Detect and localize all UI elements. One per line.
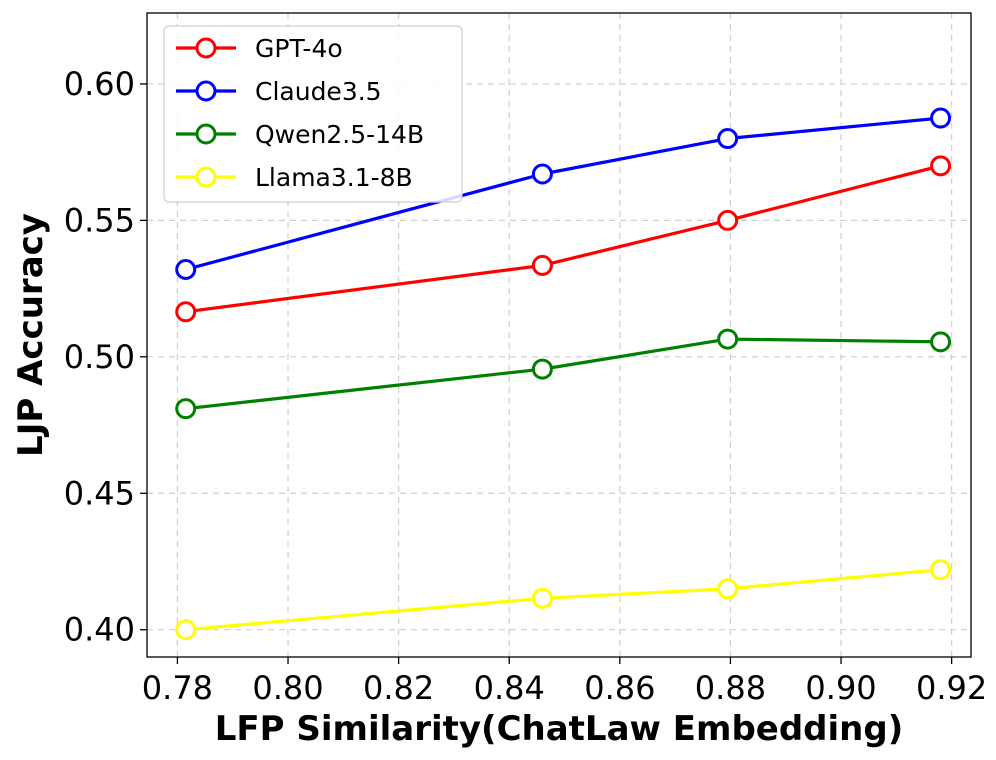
legend-marker [195, 166, 217, 188]
y-tick-label: 0.45 [64, 474, 135, 512]
x-tick-label: 0.88 [695, 669, 766, 707]
y-tick-label: 0.40 [64, 611, 135, 649]
data-point [717, 578, 739, 600]
series-qwen2-5-14b [175, 328, 952, 420]
legend-items: GPT-4o Claude3.5 Qwen2.5-14B Llama3.1-8B [176, 34, 424, 192]
data-point [717, 128, 739, 150]
legend-entry: Llama3.1-8B [176, 163, 413, 192]
series-line [185, 164, 941, 314]
data-point [930, 331, 952, 353]
legend-marker [195, 80, 217, 102]
x-tick-label: 0.92 [916, 669, 987, 707]
data-point [531, 254, 553, 276]
legend-marker [195, 123, 217, 145]
series-line [185, 337, 941, 411]
legend-label: Qwen2.5-14B [255, 120, 424, 149]
legend-label: Claude3.5 [255, 77, 382, 106]
data-point [531, 163, 553, 185]
x-tick-label: 0.80 [252, 669, 323, 707]
legend-label: Llama3.1-8B [255, 163, 413, 192]
plot-frame [146, 12, 972, 658]
x-tick-label: 0.86 [584, 669, 655, 707]
data-point [531, 587, 553, 609]
data-point [717, 209, 739, 231]
data-point [175, 398, 197, 420]
legend-label: GPT-4o [255, 34, 343, 63]
legend-entry: Qwen2.5-14B [176, 120, 424, 149]
x-tick-label: 0.78 [142, 669, 213, 707]
legend-entry: GPT-4o [176, 34, 343, 63]
data-point [531, 358, 553, 380]
legend-marker [195, 37, 217, 59]
y-axis-title: LJP Accuracy [11, 213, 51, 457]
series-layer [175, 107, 952, 641]
y-tick-label: 0.50 [64, 338, 135, 376]
series-gpt-4o [175, 155, 952, 323]
series-line [185, 568, 941, 632]
data-point [175, 301, 197, 323]
x-tick-label: 0.82 [363, 669, 434, 707]
series-claude3-5 [175, 107, 952, 281]
series-line [185, 116, 941, 272]
legend-entry: Claude3.5 [176, 77, 382, 106]
data-point [175, 259, 197, 281]
x-tick-label: 0.84 [474, 669, 545, 707]
data-point [175, 619, 197, 641]
x-tick-label: 0.90 [805, 669, 876, 707]
series-llama3-1-8b [175, 559, 952, 641]
data-point [930, 155, 952, 177]
legend-box [163, 25, 463, 203]
data-point [930, 559, 952, 581]
x-axis-title: LFP Similarity(ChatLaw Embedding) [215, 709, 904, 749]
data-point [930, 107, 952, 129]
data-point [717, 328, 739, 350]
tick-layer: 0.78 0.80 0.82 0.84 0.86 0.88 0.90 0.92 0.40 0.45… [64, 65, 988, 707]
y-tick-label: 0.55 [64, 201, 135, 239]
y-tick-label: 0.60 [64, 65, 135, 103]
legend: GPT-4o Claude3.5 Qwen2.5-14B Llama3.1-8B [163, 25, 463, 203]
